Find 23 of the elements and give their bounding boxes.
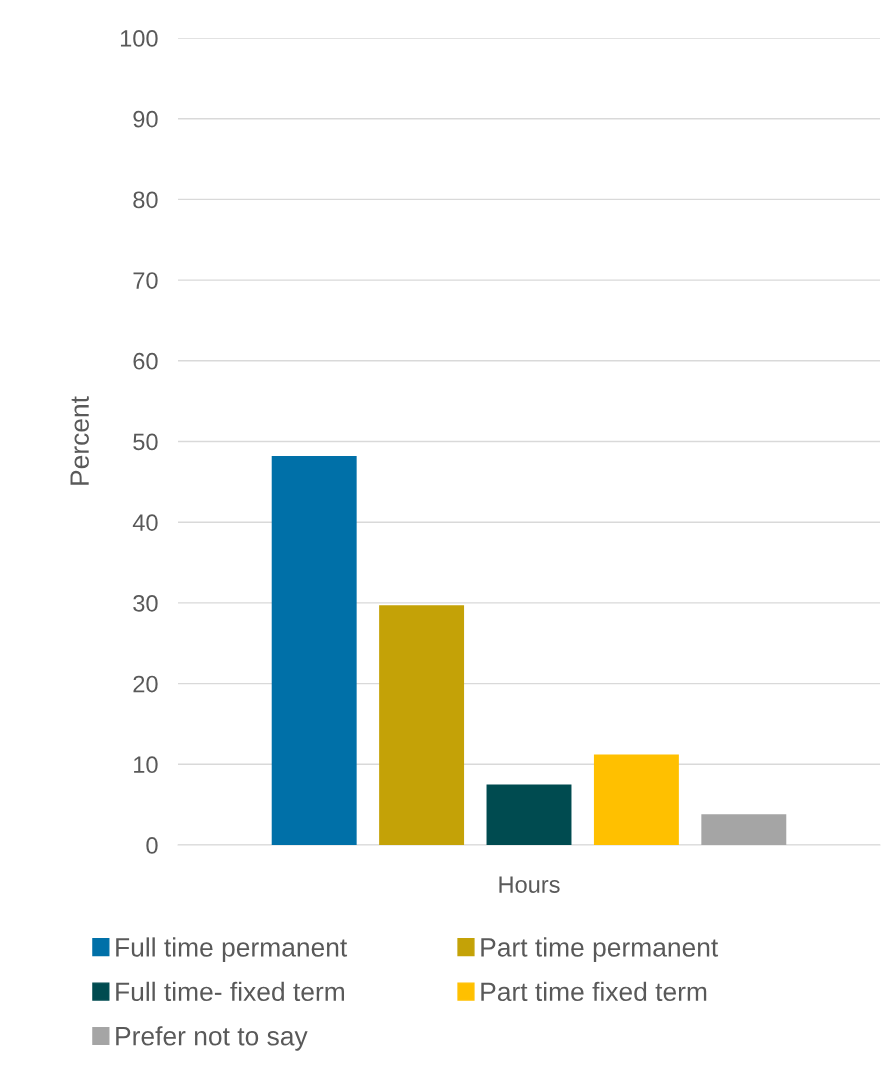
y-tick-label: 80 [133, 191, 158, 209]
y-tick-label: 60 [133, 352, 158, 370]
y-tick-label: 90 [133, 110, 158, 128]
legend-label: Full time- fixed term [116, 981, 344, 1002]
y-tick-label: 70 [133, 272, 158, 289]
y-axis-title: Percent [70, 396, 89, 485]
bar [701, 814, 787, 845]
bar [379, 605, 465, 845]
y-tick-label: 50 [133, 433, 158, 451]
y-tick-label: 30 [133, 594, 158, 612]
x-tick-label: Hours [499, 876, 560, 893]
y-tick-label: 40 [132, 514, 158, 531]
bar [593, 754, 679, 845]
bar [271, 456, 357, 845]
y-tick-label: 0 [146, 837, 158, 854]
legend-label: Part time fixed term [481, 981, 707, 1002]
y-tick-label: 100 [120, 30, 158, 47]
y-tick-label: 10 [134, 756, 158, 774]
legend-label: Part time permanent [481, 937, 719, 962]
legend-label: Prefer not to say [116, 1026, 308, 1051]
y-tick-label: 20 [133, 675, 158, 693]
legend-label: Full time permanent [116, 937, 348, 962]
bar [486, 784, 572, 845]
